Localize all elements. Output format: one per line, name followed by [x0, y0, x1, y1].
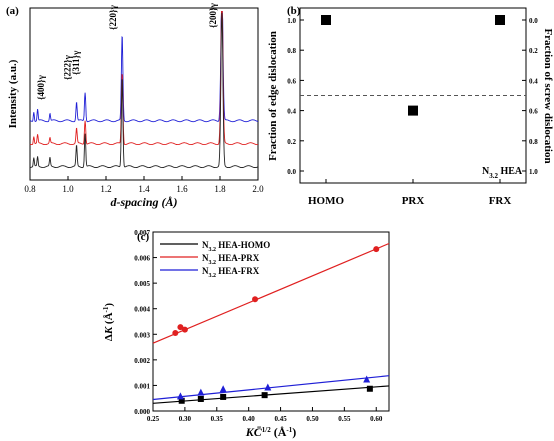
panel-c-data-point: [181, 326, 188, 333]
panel-c-y-tick-label: 0.002: [134, 357, 150, 365]
panel-a-tag: (a): [6, 5, 19, 17]
panel-c-tag: (c): [137, 231, 150, 243]
panel-b-y-tick-label-left: 0.2: [287, 138, 296, 146]
panel-b-y-tick-label-left: 0.0: [287, 168, 296, 176]
panel-c-data-point: [197, 395, 204, 402]
panel-c-y-tick-label: 0.005: [134, 280, 150, 288]
panel-a-peak-label: {311}γ: [71, 50, 81, 75]
panel-c-x-tick-label: 0.45: [274, 415, 287, 423]
panel-c-x-tick-label: 0.55: [338, 415, 351, 423]
panel-a-x-tick-label: 1.8: [214, 184, 226, 194]
panel-c-y-tick-label: 0.003: [134, 331, 150, 339]
panel-c-plot-area: 0.25 0.30 0.35 0.40 0.45 0.50 0.55 0.60 0.000 0.0…: [134, 229, 390, 423]
panel-b-y-tick-label-right: 1.0: [529, 168, 538, 176]
panel-c-x-tick-label: 0.30: [179, 415, 192, 423]
panel-b-y-tick-label-left: 0.8: [287, 47, 296, 55]
panel-c-x-tick-label: 0.40: [243, 415, 256, 423]
panel-a-peak-label: {220}γ: [108, 4, 118, 30]
panel-a-x-tick-label: 2.0: [252, 184, 264, 194]
panel-a-peak-label: {400}γ: [36, 74, 46, 100]
panel-c-data-point: [176, 392, 184, 400]
panel-c-x-tick-label: 0.25: [147, 415, 160, 423]
panel-c-data-point: [363, 375, 371, 383]
panel-a-peak-label: {200}γ: [208, 2, 218, 28]
panel-a-x-tick-label: 1.6: [176, 184, 188, 194]
panel-c-data-point: [261, 392, 268, 399]
panel-c-x-tick-label: 0.35: [211, 415, 224, 423]
panel-c-y-label: ΔK (Å-1): [102, 303, 115, 341]
panel-a-x-tick-label: 1.2: [100, 184, 111, 194]
panel-b: (b) 0.00.20.40.60.81.01.00.80.60.40.20.0…: [267, 5, 554, 207]
panel-c-x-tick-label: 0.50: [306, 415, 319, 423]
panel-b-y-label-right: Fraction of screw dislocation: [542, 28, 554, 163]
panel-b-y-label-left: Fraction of edge dislocation: [267, 31, 279, 161]
panel-a-x-tick-label: 0.8: [24, 184, 36, 194]
panel-b-data-point: [495, 15, 505, 25]
panel-a-plot-area: 0.8 1.0 1.2 1.4 1.6 1.8 2.0 {400}γ {222}γ{311}γ {…: [24, 2, 264, 194]
panel-c-fit-line: [152, 242, 390, 344]
panel-a-x-tick-label: 1.4: [138, 184, 150, 194]
panel-b-x-tick-label: HOMO: [308, 195, 344, 207]
panel-c-frame: [152, 231, 390, 412]
panel-c-data-point: [177, 324, 184, 331]
panel-c-legend-label: N3.2 HEA-PRX: [202, 253, 260, 266]
panel-a-y-label: Intensity (a.u.): [7, 59, 19, 128]
panel-a: (a) 0.8 1.0 1.2 1.4 1.6 1.8 2.0 {400}γ {222}γ{31…: [6, 2, 264, 209]
panel-b-plot-area: 0.0 0.2 0.4 0.6 0.8 1.0 1.0 0.8 0.6 0.4 0.2 0.0 HOMO…: [287, 15, 538, 207]
panel-c: (c) 0.25 0.30 0.35 0.40 0.45 0.50 0.55 0.60 0.00…: [102, 229, 390, 439]
panel-b-y-tick-label-left: 1.0: [287, 17, 296, 25]
panel-b-data-point: [321, 15, 331, 25]
panel-b-y-tick-label-right: 0.4: [529, 77, 538, 85]
panel-c-data-point: [172, 330, 179, 337]
panel-c-data-point: [197, 388, 205, 396]
panel-c-data-point: [252, 296, 259, 303]
panel-b-y-tick-label-right: 0.6: [529, 108, 538, 116]
panel-a-series-line: [29, 12, 259, 169]
panel-c-y-tick-label: 0.007: [134, 229, 150, 237]
panel-b-annotation: N3.2 HEA: [482, 166, 523, 180]
panel-b-data-point: [408, 105, 418, 116]
panel-a-peak-label: {222}γ: [63, 54, 73, 80]
panel-c-data-point: [373, 246, 380, 253]
panel-b-x-tick-label: FRX: [489, 195, 512, 207]
panel-c-y-tick-label: 0.004: [134, 306, 150, 314]
panel-c-data-point: [178, 397, 185, 404]
panel-b-tag: (b): [287, 5, 301, 17]
panel-b-y-tick-label-left: 0.6: [287, 77, 296, 85]
panel-c-x-label: KC̄1/2 (Å-1): [245, 425, 296, 439]
panel-b-y-tick-label-left: 0.4: [287, 108, 296, 116]
panel-c-data-point: [219, 385, 227, 393]
panel-c-legend-label: N3.2 HEA-FRX: [202, 266, 260, 279]
panel-c-y-tick-label: 0.001: [134, 382, 150, 390]
panel-c-y-tick-label: 0.006: [134, 255, 150, 263]
panel-c-y-tick-label: 0.000: [134, 408, 150, 416]
panel-c-data-point: [366, 385, 373, 392]
panel-a-x-label: d-spacing (Å): [111, 195, 178, 209]
panel-b-x-tick-label: PRX: [402, 195, 425, 207]
panel-c-fit-line: [152, 375, 390, 401]
panel-b-y-tick-label-right: 0.2: [529, 47, 538, 55]
panel-c-legend-label: N3.2 HEA-HOMO: [202, 240, 270, 253]
panel-b-y-tick-label-right: 0.8: [529, 138, 538, 146]
panel-c-data-point: [264, 383, 272, 391]
panel-c-fit-line: [152, 385, 390, 404]
panel-c-data-point: [220, 393, 227, 400]
panel-a-x-tick-label: 1.0: [62, 184, 74, 194]
panel-b-y-tick-label-right: 0.0: [529, 17, 538, 25]
panel-c-x-tick-label: 0.60: [370, 415, 383, 423]
